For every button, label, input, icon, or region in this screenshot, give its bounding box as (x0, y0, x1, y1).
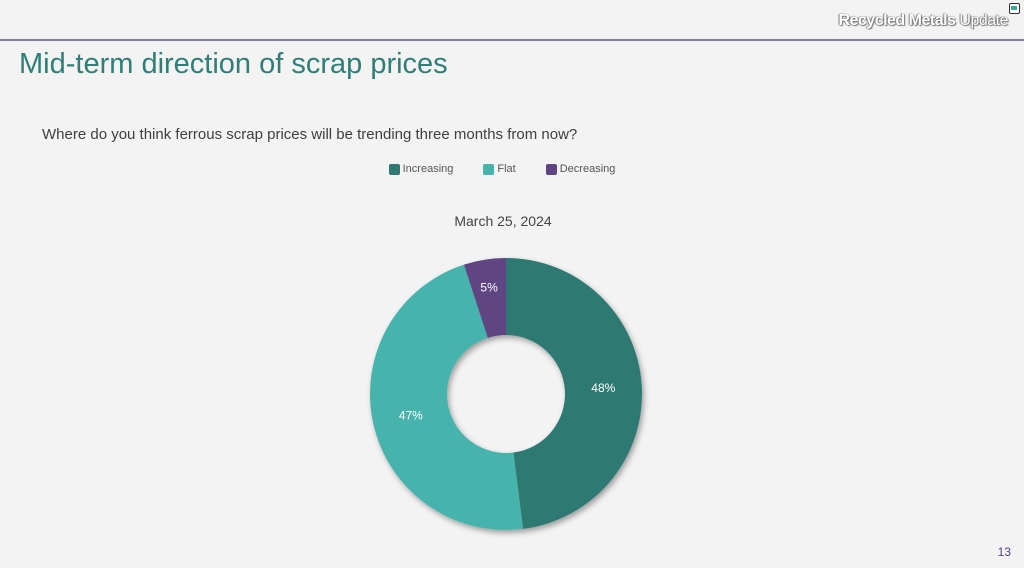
legend-swatch (388, 163, 400, 175)
brand-logo-icon (1009, 3, 1020, 14)
slice-label-flat: 47% (399, 408, 423, 422)
brand-name-light: Update (955, 12, 1008, 29)
donut-slice-increasing (506, 258, 643, 529)
page-number: 13 (997, 545, 1011, 559)
brand-wordmark: Recycled Metals Update (838, 12, 1008, 30)
chart-legend: Increasing Flat Decreasing (0, 163, 1004, 175)
legend-swatch (483, 163, 495, 175)
slice-label-decreasing: 5% (480, 280, 498, 294)
legend-item-decreasing: Decreasing (545, 163, 616, 175)
header-divider (0, 39, 1024, 41)
legend-item-increasing: Increasing (388, 163, 454, 175)
donut-slice-decreasing (463, 258, 506, 338)
donut-slice-flat (369, 264, 524, 531)
brand-name-bold: Recycled Metals (838, 12, 956, 29)
chart-subtitle: March 25, 2024 (454, 213, 552, 229)
legend-label: Flat (497, 163, 516, 175)
legend-swatch (545, 163, 557, 175)
slide-title: Mid-term direction of scrap prices (19, 48, 448, 80)
legend-item-flat: Flat (483, 163, 516, 175)
chart-title: Where do you think ferrous scrap prices … (42, 126, 578, 143)
slice-label-increasing: 48% (591, 381, 615, 395)
legend-label: Increasing (402, 163, 454, 175)
legend-label: Decreasing (559, 163, 616, 175)
